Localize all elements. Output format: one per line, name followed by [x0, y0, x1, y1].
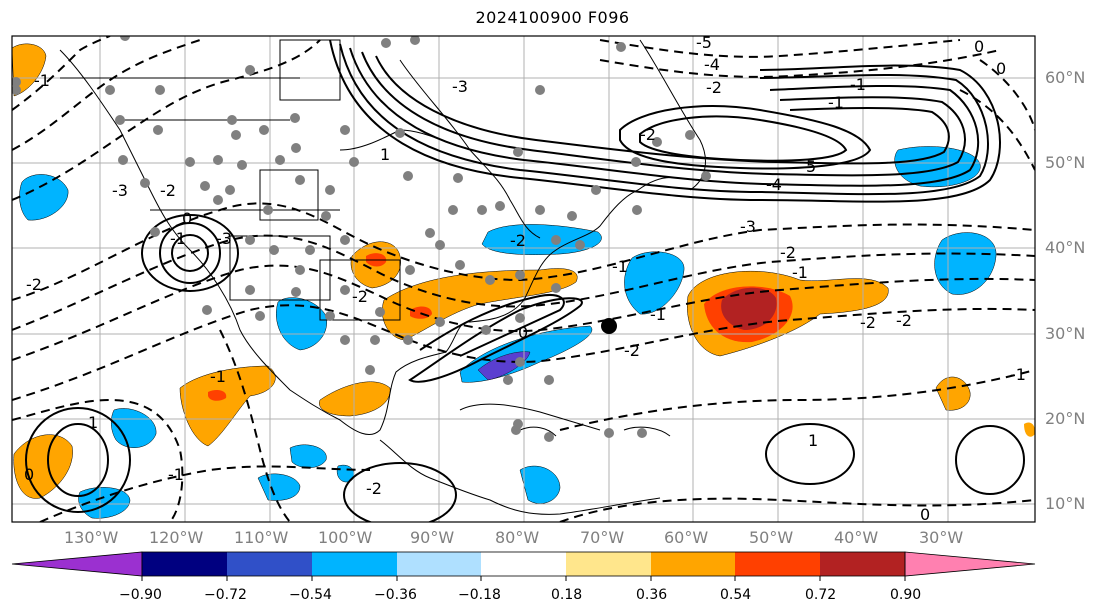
contour-label: -2: [26, 275, 42, 294]
contour-label: -2: [624, 341, 640, 360]
contour-label: -1: [792, 263, 808, 282]
contour-label: -2: [860, 313, 876, 332]
colorbar-tick-label: 0.18: [551, 587, 583, 603]
contour-label: -4: [766, 175, 782, 194]
contour-label: 0: [518, 323, 528, 342]
colorbar-segment: [397, 552, 481, 576]
lat-label: 10°N: [1045, 494, 1086, 513]
contour-label: 0: [182, 209, 192, 228]
colorbar-extend-high: [904, 551, 1036, 577]
lon-label: 40°W: [834, 528, 879, 547]
contour-label: -4: [704, 55, 720, 74]
contour-label: -5: [696, 33, 712, 52]
colorbar: [11, 551, 1036, 581]
contour-label: -1: [850, 75, 866, 94]
contour-label: 0: [974, 37, 984, 56]
contour-label: -2: [352, 287, 368, 306]
contour-label: 1: [380, 145, 390, 164]
colorbar-tick-label: −0.18: [458, 587, 501, 603]
contour-label: -2: [780, 243, 796, 262]
contour-label: -1: [168, 465, 184, 484]
colorbar-segment: [820, 552, 905, 576]
contour-label: -1: [828, 93, 844, 112]
colorbar-tick-label: 0.90: [890, 587, 922, 603]
contour-label: 0: [996, 59, 1006, 78]
colorbar-segment: [566, 552, 651, 576]
contour-label: -2: [366, 479, 382, 498]
contour-label: -1: [650, 305, 666, 324]
colorbar-segment: [142, 552, 227, 576]
contour-label: -2: [640, 125, 656, 144]
contour-label: -2: [896, 311, 912, 330]
contour-labels: -5 -4 -3 -2 -1 -1 0 0 -2 -3 -2 -1 0 -2 -…: [24, 33, 1026, 524]
lon-label: 120°W: [149, 528, 204, 547]
lon-label: 50°W: [749, 528, 794, 547]
contour-label: 0: [24, 465, 34, 484]
map-frame: [11, 35, 1036, 523]
colorbar-tick-label: −0.54: [289, 587, 332, 603]
contour-label: 1: [808, 431, 818, 450]
lat-label: 50°N: [1045, 153, 1086, 172]
lat-label: 20°N: [1045, 409, 1086, 428]
lat-label: 40°N: [1045, 238, 1086, 257]
lon-label: 90°W: [410, 528, 455, 547]
contour-label: 0: [920, 505, 930, 524]
contour-label: 5: [806, 157, 816, 176]
contour-label: -2: [706, 78, 722, 97]
lon-label: 70°W: [580, 528, 625, 547]
colorbar-segment: [735, 552, 820, 576]
contour-label: -3: [112, 181, 128, 200]
contour-label: -3: [452, 77, 468, 96]
station-dots: [12, 36, 711, 442]
colorbar-tick-label: 0.54: [720, 587, 752, 603]
lon-label: 130°W: [64, 528, 119, 547]
contours: [25, 39, 1025, 522]
contour-label: -3: [740, 217, 756, 236]
lat-label: 60°N: [1045, 68, 1086, 87]
lon-label: 100°W: [318, 528, 373, 547]
contours-dashed: [12, 36, 1035, 522]
colorbar-tick-label: −0.36: [374, 587, 417, 603]
colorbar-segment: [227, 552, 312, 576]
lon-label: 60°W: [664, 528, 709, 547]
colorbar-tick-label: −0.72: [204, 587, 247, 603]
contour-label: 1: [88, 413, 98, 432]
contour-label: -2: [510, 231, 526, 250]
contour-label: -1: [1010, 365, 1026, 384]
lon-label: 80°W: [495, 528, 540, 547]
contour-label: -2: [160, 181, 176, 200]
contour-label: -3: [216, 229, 232, 248]
colorbar-extend-low: [11, 551, 143, 577]
lat-label: 30°N: [1045, 324, 1086, 343]
colorbar-segment: [651, 552, 735, 576]
contour-label: -1: [34, 71, 50, 90]
map-title: 2024100900 F096: [475, 8, 630, 27]
colorbar-tick-label: −0.90: [119, 587, 162, 603]
lon-label: 110°W: [234, 528, 289, 547]
colorbar-segment: [481, 552, 566, 576]
storm-center-marker: [601, 318, 617, 334]
contour-label: -1: [612, 257, 628, 276]
colorbar-tick-label: 0.36: [636, 587, 668, 603]
colorbar-segment: [312, 552, 397, 576]
contour-label: -1: [170, 229, 186, 248]
colorbar-tick-label: 0.72: [805, 587, 837, 603]
lon-label: 30°W: [919, 528, 964, 547]
graticule: [12, 36, 1035, 522]
contour-label: -1: [210, 367, 226, 386]
